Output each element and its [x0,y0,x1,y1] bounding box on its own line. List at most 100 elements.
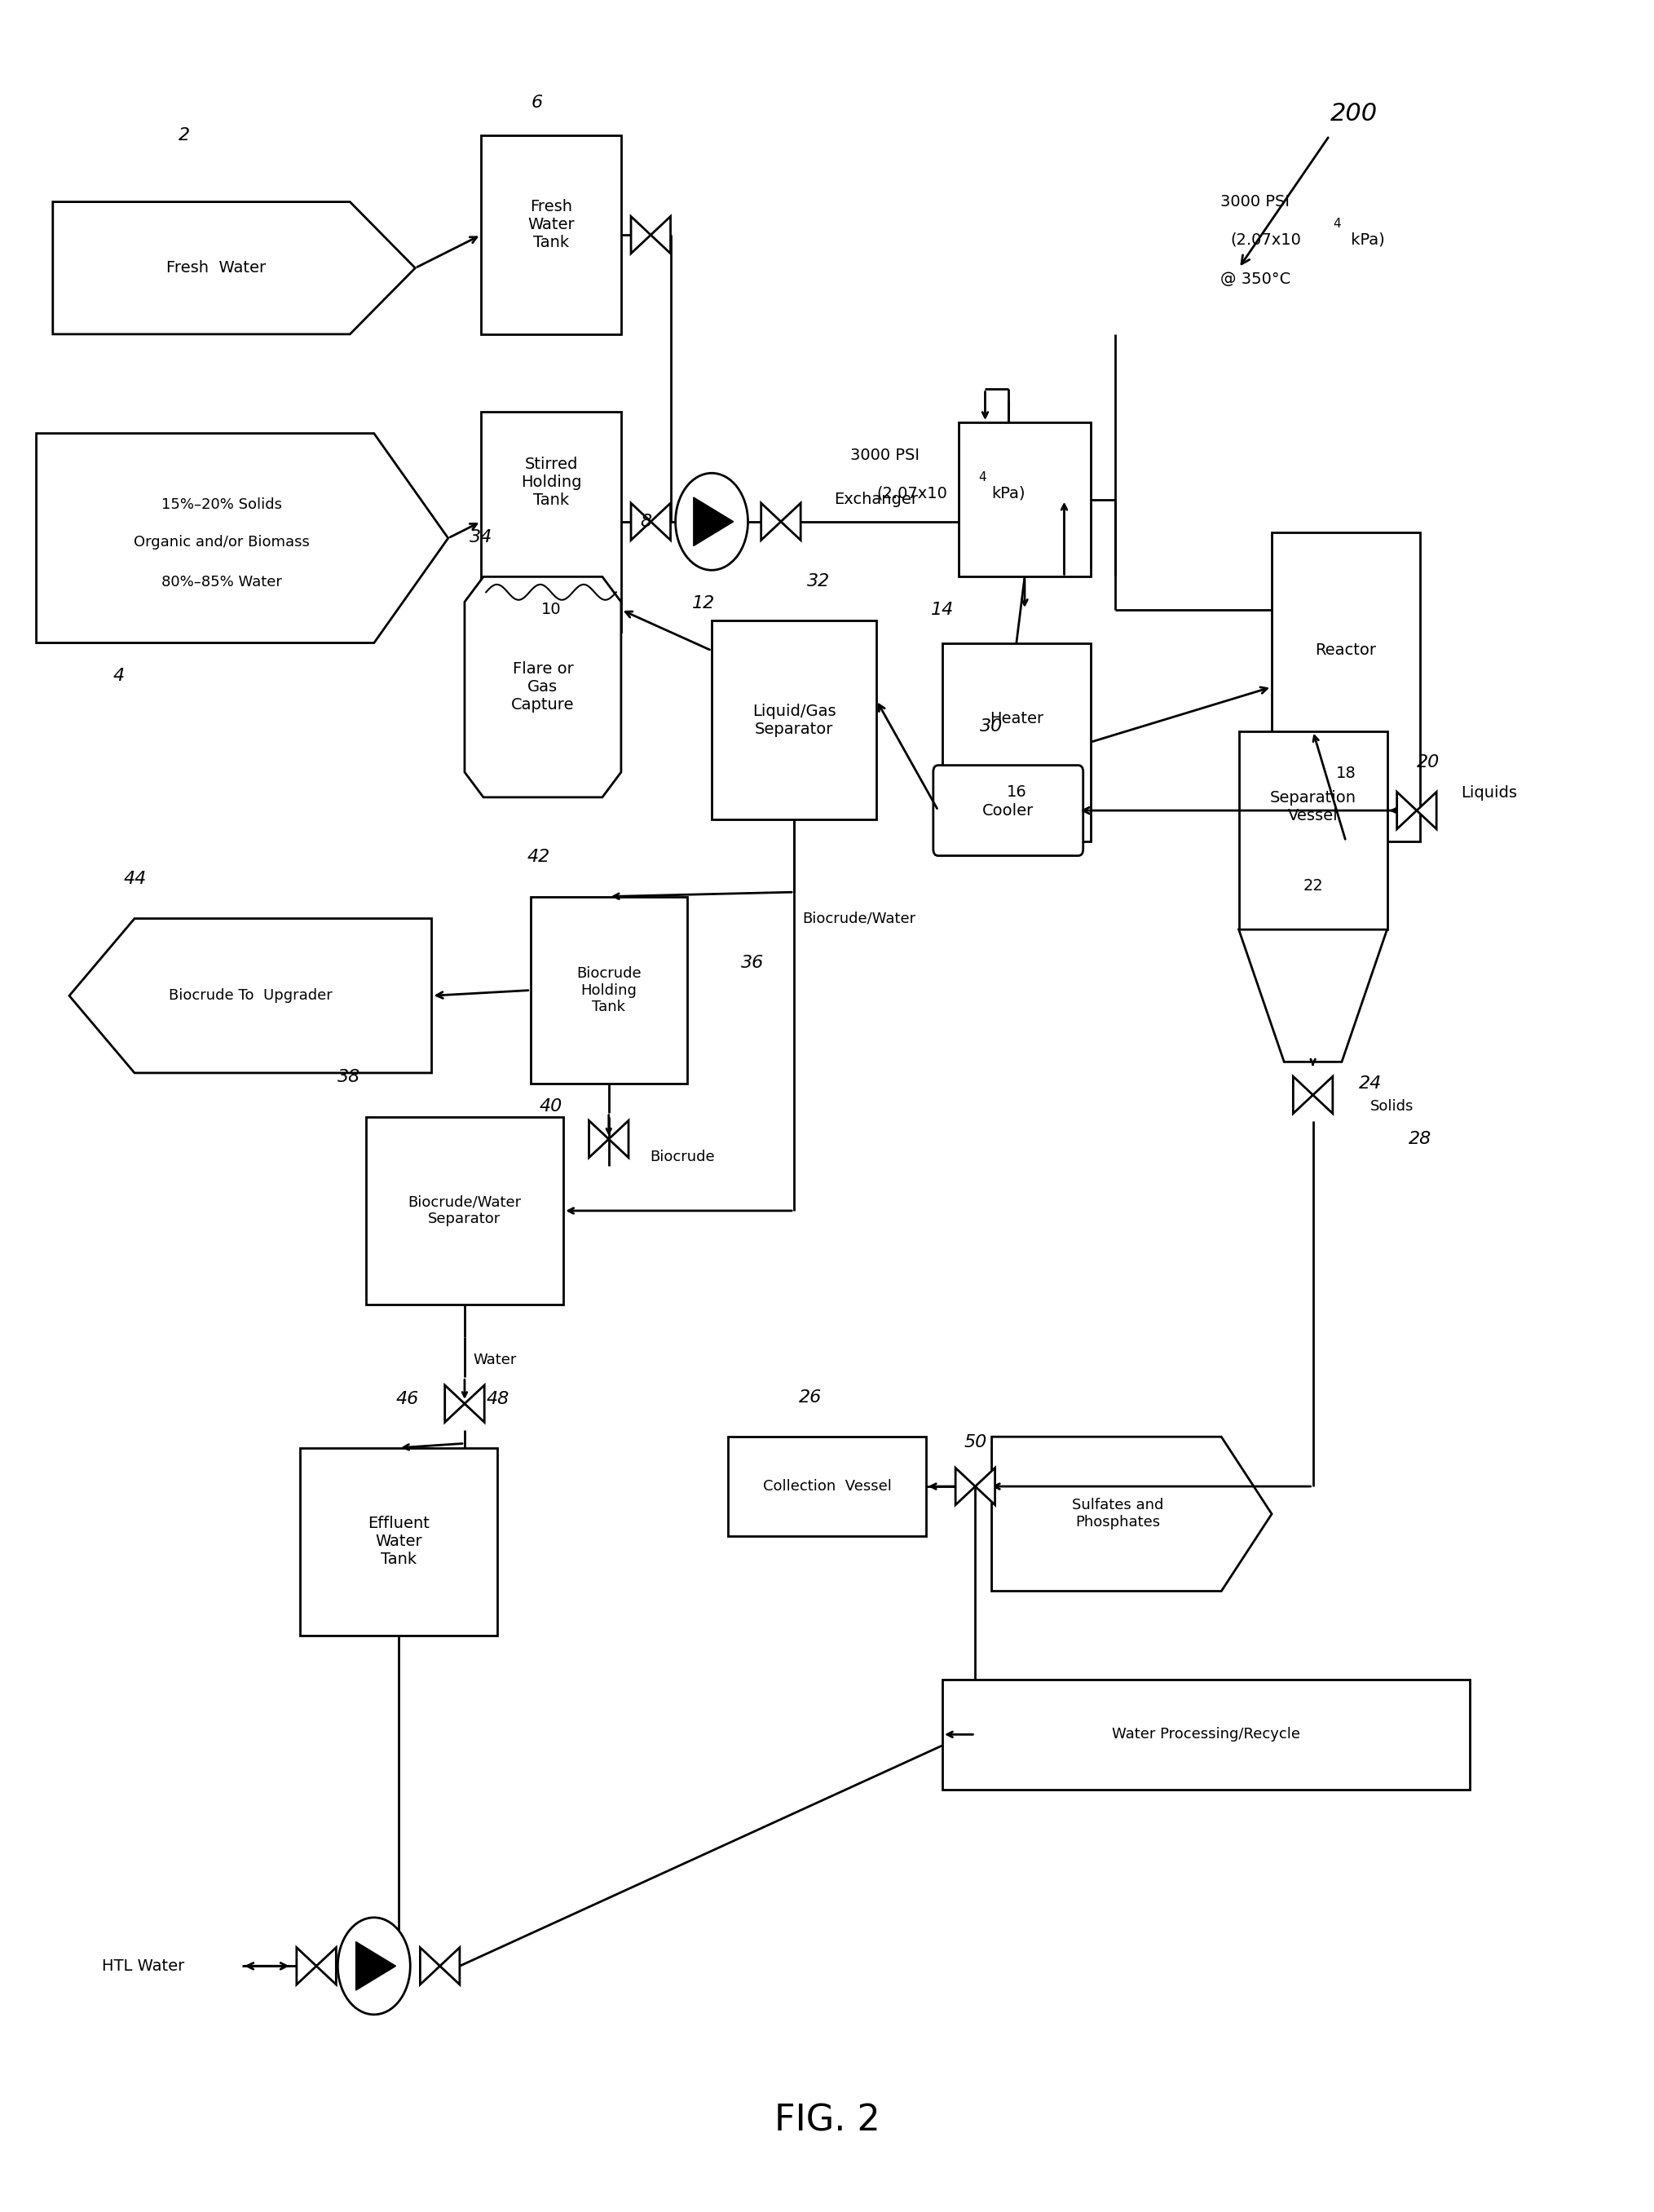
Text: Water: Water [473,1352,516,1367]
Text: 16: 16 [1006,783,1027,799]
Text: 44: 44 [124,872,147,887]
Text: Flare or
Gas
Capture: Flare or Gas Capture [511,661,574,712]
Text: 4: 4 [1333,217,1340,230]
Polygon shape [531,896,686,1084]
Polygon shape [781,502,801,540]
Polygon shape [53,201,415,334]
Polygon shape [728,1438,926,1535]
Text: Liquid/Gas
Separator: Liquid/Gas Separator [753,703,835,737]
Polygon shape [1417,792,1436,830]
Text: Effluent
Water
Tank: Effluent Water Tank [367,1515,430,1568]
Text: 32: 32 [807,573,830,588]
Text: 4: 4 [112,668,124,684]
Text: Stirred
Holding
Tank: Stirred Holding Tank [521,456,582,507]
Polygon shape [356,1942,395,1991]
Polygon shape [465,577,622,796]
Text: 36: 36 [741,956,764,971]
Text: 10: 10 [541,602,561,617]
Text: Fresh  Water: Fresh Water [165,261,266,276]
Text: 15%–20% Solids: 15%–20% Solids [162,498,281,513]
Polygon shape [959,422,1090,577]
Polygon shape [1293,1077,1313,1113]
Text: Biocrude
Holding
Tank: Biocrude Holding Tank [576,967,642,1015]
Text: 8: 8 [640,513,652,529]
Polygon shape [956,1469,976,1504]
Polygon shape [36,434,448,644]
Text: 42: 42 [528,849,551,865]
Text: 6: 6 [531,95,543,111]
Text: 200: 200 [1330,102,1378,126]
Text: Fresh
Water
Tank: Fresh Water Tank [528,199,574,250]
Text: Exchanger: Exchanger [834,491,918,507]
Text: Organic and/or Biomass: Organic and/or Biomass [134,535,309,551]
Polygon shape [761,502,781,540]
Text: 3000 PSI: 3000 PSI [850,447,920,462]
Polygon shape [1398,792,1417,830]
Text: Solids: Solids [1371,1099,1414,1113]
Polygon shape [992,1438,1272,1590]
Polygon shape [440,1947,460,1984]
Text: Heater: Heater [989,710,1044,726]
Text: 50: 50 [964,1433,987,1451]
Polygon shape [366,1117,564,1305]
Text: 40: 40 [539,1097,562,1115]
Text: 14: 14 [931,602,954,617]
Text: Liquids: Liquids [1460,785,1517,801]
Text: 12: 12 [691,595,715,611]
Text: 30: 30 [981,719,1004,734]
Text: 26: 26 [799,1389,822,1405]
Text: Biocrude/Water
Separator: Biocrude/Water Separator [409,1194,521,1228]
Text: 3000 PSI: 3000 PSI [1221,195,1290,210]
Text: Biocrude/Water: Biocrude/Water [802,911,916,927]
Polygon shape [420,1947,440,1984]
Polygon shape [465,1385,485,1422]
Text: (2.07x10: (2.07x10 [1231,232,1302,248]
Text: Collection  Vessel: Collection Vessel [762,1480,892,1493]
Polygon shape [711,622,877,818]
Polygon shape [1239,732,1388,929]
Polygon shape [630,502,650,540]
Polygon shape [445,1385,465,1422]
FancyBboxPatch shape [933,765,1083,856]
Polygon shape [943,1679,1469,1790]
Text: Biocrude To  Upgrader: Biocrude To Upgrader [169,989,332,1002]
Text: HTL Water: HTL Water [103,1958,185,1973]
Text: kPa): kPa) [1346,232,1384,248]
Text: Biocrude: Biocrude [650,1150,715,1164]
Text: 34: 34 [470,529,493,544]
Text: 28: 28 [1409,1130,1431,1148]
Polygon shape [609,1121,629,1157]
Text: 38: 38 [337,1068,361,1086]
Text: 20: 20 [1417,754,1439,770]
Polygon shape [630,217,650,254]
Text: (2.07x10: (2.07x10 [877,484,948,500]
Text: 22: 22 [1303,878,1323,894]
Text: Reactor: Reactor [1315,641,1376,657]
Polygon shape [693,498,733,546]
Circle shape [675,473,748,571]
Text: 18: 18 [1336,765,1356,781]
Polygon shape [943,644,1090,841]
Polygon shape [316,1947,336,1984]
Text: FIG. 2: FIG. 2 [774,2104,880,2139]
Text: 2: 2 [179,128,190,144]
Text: 4: 4 [979,471,986,484]
Text: 80%–85% Water: 80%–85% Water [162,575,281,591]
Polygon shape [1313,1077,1333,1113]
Polygon shape [481,135,622,334]
Text: @ 350°C: @ 350°C [1221,272,1290,288]
Text: 46: 46 [395,1391,418,1407]
Polygon shape [1239,929,1388,1062]
Polygon shape [296,1947,316,1984]
Polygon shape [481,411,622,633]
Polygon shape [650,502,670,540]
Text: 48: 48 [486,1391,509,1407]
Polygon shape [650,217,670,254]
Circle shape [337,1918,410,2015]
Polygon shape [299,1449,498,1635]
Text: Water Processing/Recycle: Water Processing/Recycle [1111,1728,1300,1741]
Text: 24: 24 [1360,1075,1383,1093]
Polygon shape [589,1121,609,1157]
Text: kPa): kPa) [992,484,1025,500]
Polygon shape [1272,533,1421,841]
